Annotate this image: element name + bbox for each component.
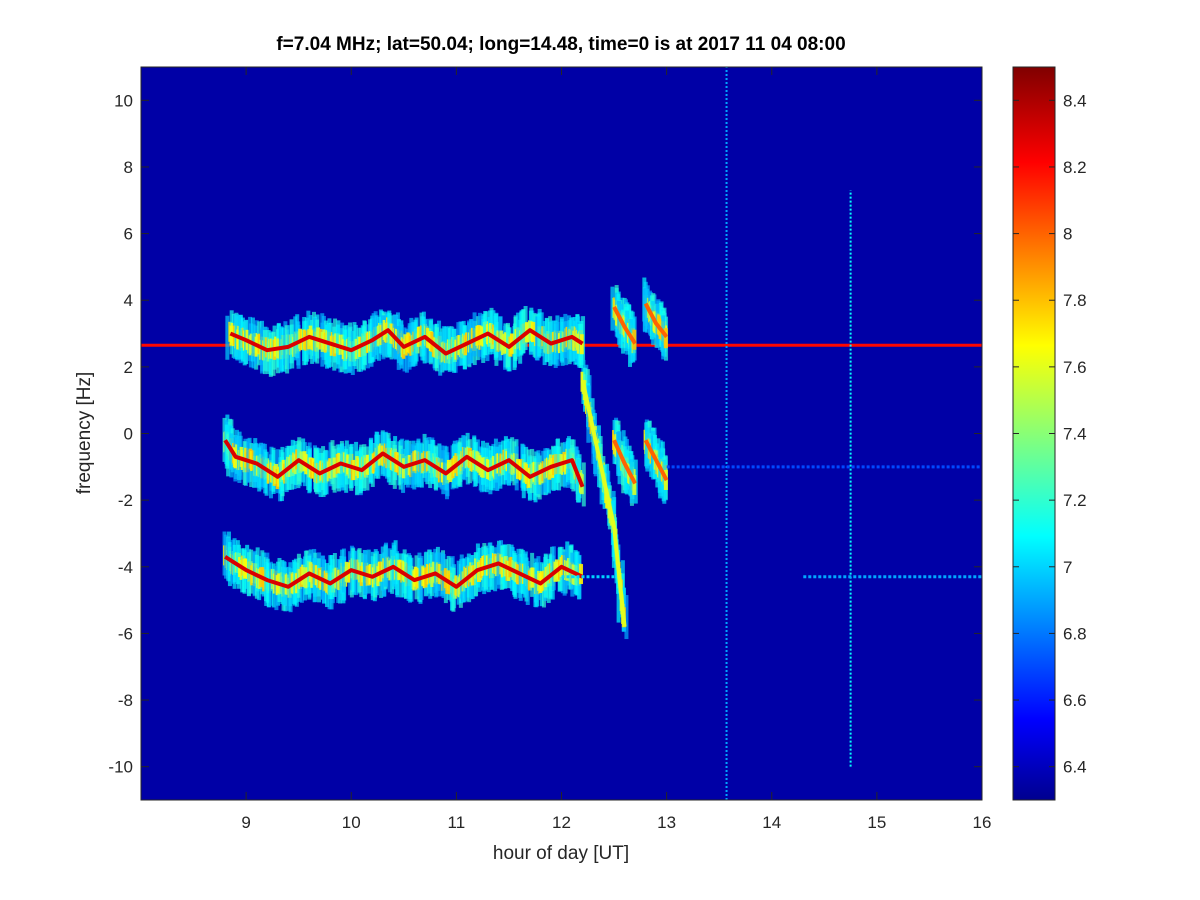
chart-title: f=7.04 MHz; lat=50.04; long=14.48, time=… [276,34,845,55]
x-tick-label: 11 [448,813,466,832]
feature-descending-streak-1 [580,359,629,640]
feature-descending-streak-2 [610,285,637,367]
x-tick-label: 16 [973,813,992,832]
y-tick-label: -8 [118,691,133,710]
feature-descending-streak-4 [612,417,638,506]
y-tick-label: 6 [124,225,133,244]
y-tick-label: 10 [114,91,133,110]
feature-trace-lower [222,531,584,613]
colorbar [1012,66,1056,801]
colorbar-tick-label: 7 [1063,558,1072,577]
colorbar-tick-label: 7.2 [1063,491,1087,510]
x-axis: 9 10 11 12 13 14 15 16 [241,67,991,832]
x-tick-label: 14 [762,813,781,832]
y-axis: 10 8 6 4 2 0 -2 -4 -6 -8 -10 [108,91,982,777]
feature-descending-streak-5 [643,419,669,504]
x-tick-label: 12 [552,813,571,832]
colorbar-tick-label: 7.4 [1063,425,1087,444]
x-tick-label: 10 [342,813,361,832]
colorbar-tick-label: 8.2 [1063,158,1087,177]
colorbar-tick-label: 6.6 [1063,691,1087,710]
y-tick-label: 2 [124,358,133,377]
y-tick-label: -10 [108,758,133,777]
y-tick-label: -4 [118,558,133,577]
y-tick-label: 0 [124,425,133,444]
x-tick-label: 15 [867,813,886,832]
y-tick-label: -6 [118,624,133,643]
x-axis-label: hour of day [UT] [493,843,629,864]
feature-trace-upper [225,306,586,377]
colorbar-tick-label: 7.6 [1063,358,1087,377]
x-tick-label: 13 [657,813,676,832]
colorbar-tick-label: 7.8 [1063,291,1087,310]
x-tick-label: 9 [241,813,250,832]
y-tick-label: 8 [124,158,133,177]
colorbar-ticks: 8.4 8.2 8 7.8 7.6 7.4 7.2 7 6.8 6.6 6.4 [1013,91,1087,777]
heatmap-layer [141,67,982,800]
heatmap-background [141,67,982,800]
colorbar-tick-label: 8.4 [1063,91,1087,110]
feature-trace-middle [222,414,586,507]
y-tick-label: -2 [118,491,133,510]
colorbar-tick-label: 8 [1063,225,1072,244]
colorbar-tick-label: 6.8 [1063,624,1087,643]
y-axis-label: frequency [Hz] [74,372,95,495]
feature-descending-streak-3 [642,277,669,361]
y-tick-label: 4 [124,291,133,310]
colorbar-tick-label: 6.4 [1063,758,1087,777]
